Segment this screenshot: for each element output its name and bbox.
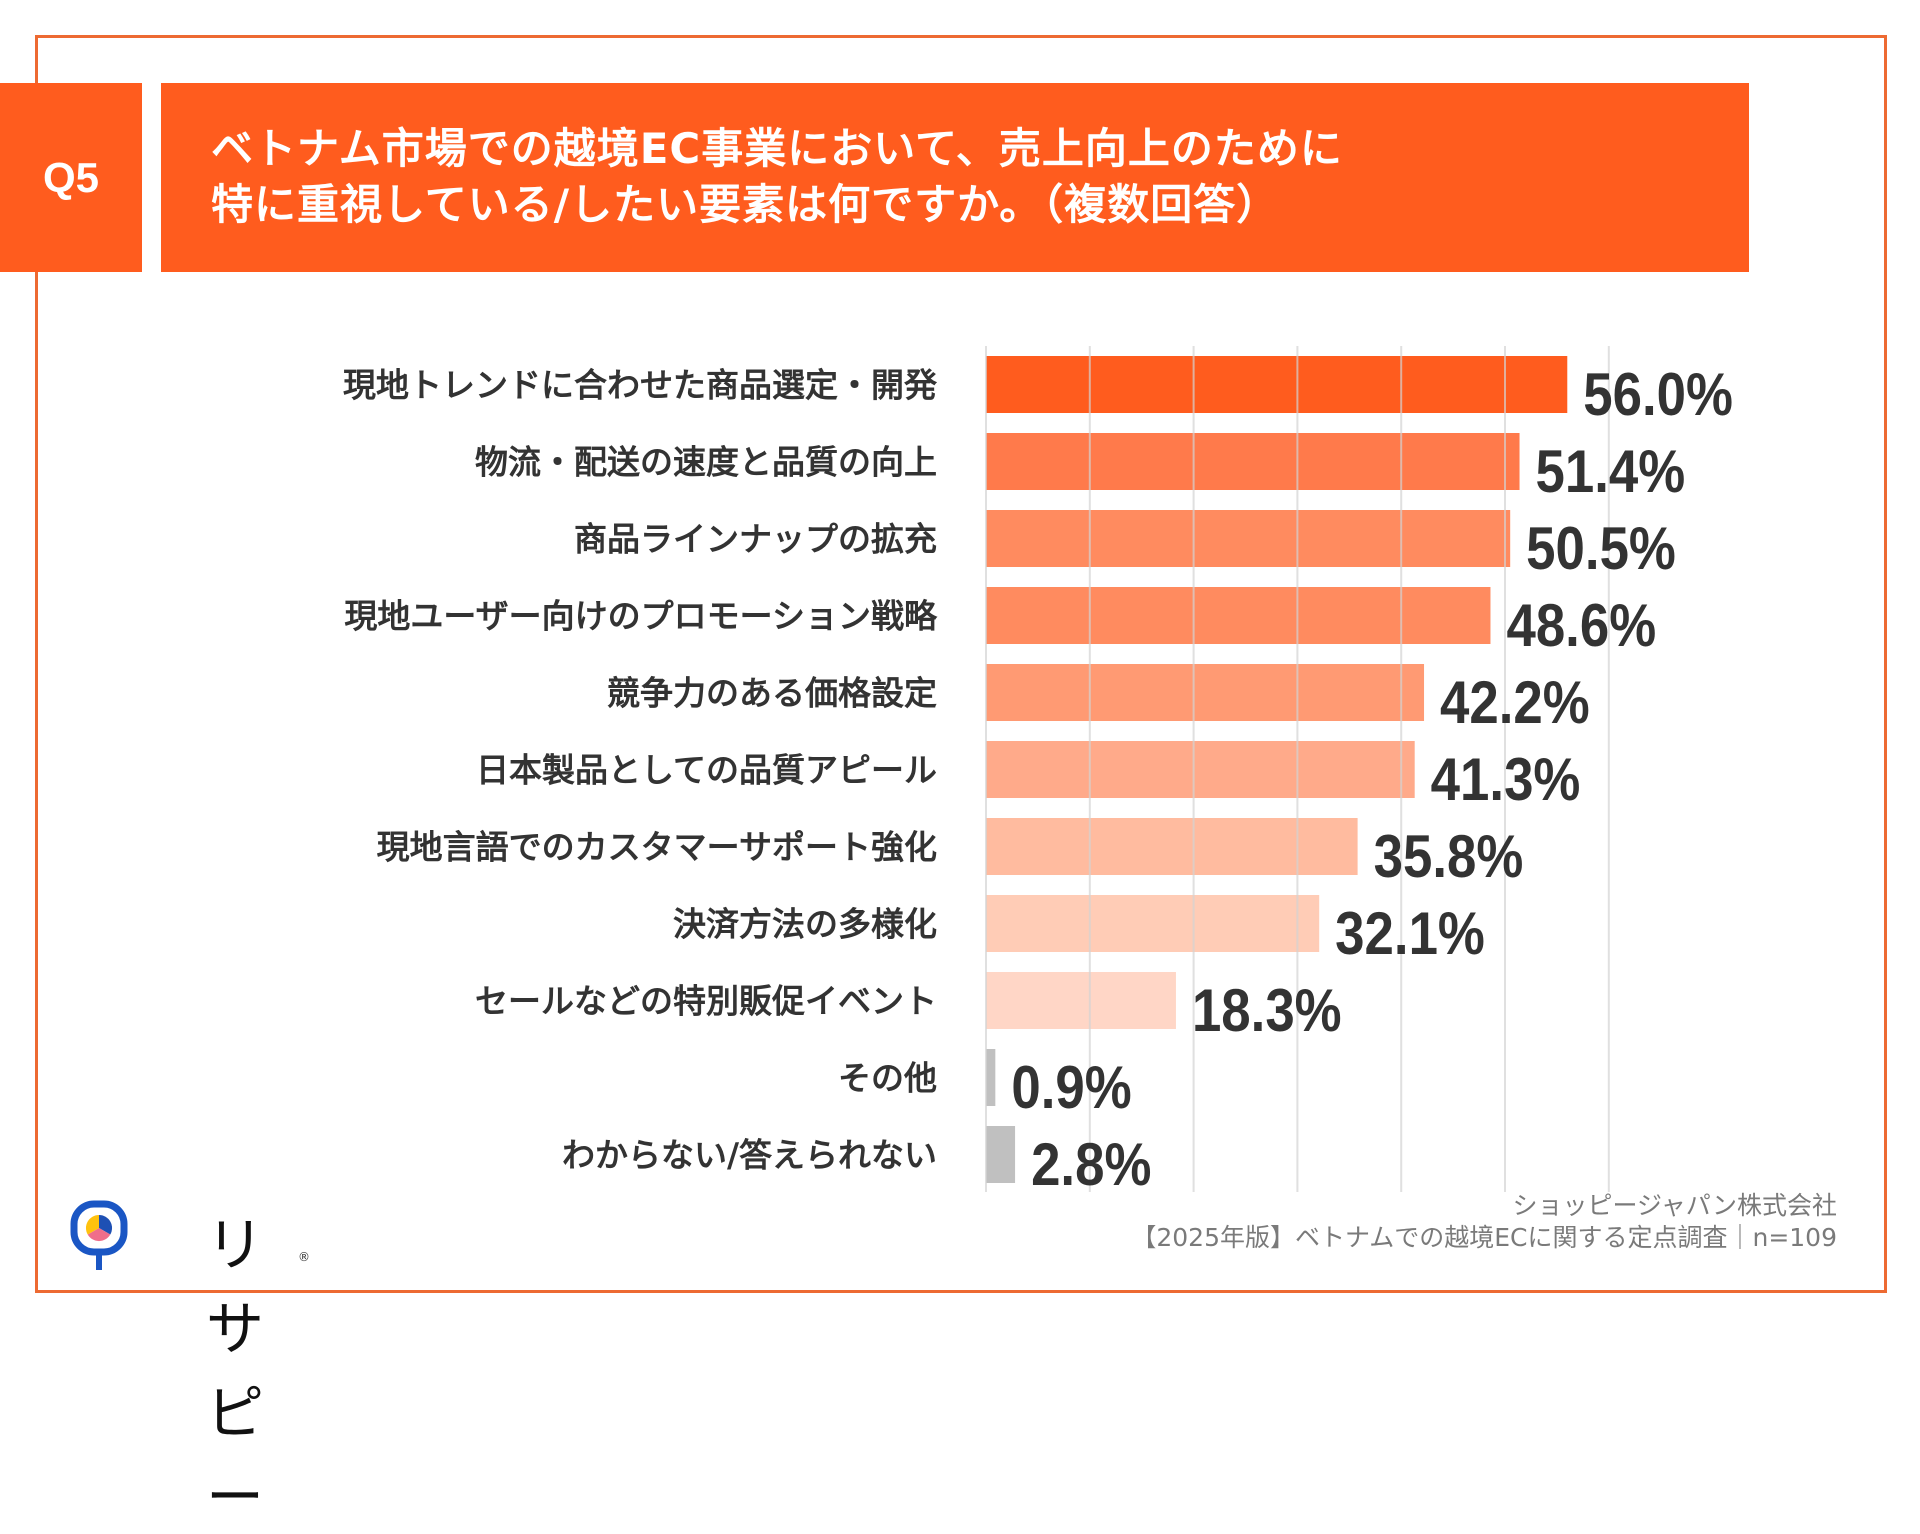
footer-company: ショッピージャパン株式会社 <box>1512 1191 1837 1220</box>
footer-survey: 【2025年版】ベトナムでの越境ECに関する定点調査｜n=109 <box>1131 1223 1837 1252</box>
value-label: 41.3% <box>1431 746 1581 813</box>
bar <box>986 433 1520 490</box>
magnifier-pie-icon <box>70 1200 128 1270</box>
question-badge: Q5 <box>0 83 142 272</box>
category-label: 現地トレンドに合わせた商品選定・開発 <box>343 366 938 405</box>
bars-group <box>986 356 1568 1183</box>
bar <box>986 972 1176 1029</box>
value-label: 50.5% <box>1526 515 1676 582</box>
category-label: 決済方法の多様化 <box>673 905 937 944</box>
category-label: 商品ラインナップの拡充 <box>574 520 937 559</box>
value-label: 0.9% <box>1011 1054 1131 1121</box>
bar <box>986 741 1415 798</box>
category-label: その他 <box>838 1059 937 1098</box>
registered-mark: ® <box>298 1250 310 1264</box>
category-label: 競争力のある価格設定 <box>607 674 937 713</box>
category-label: セールなどの特別販促イベント <box>475 982 937 1021</box>
value-label: 48.6% <box>1506 592 1656 659</box>
value-label: 56.0% <box>1583 361 1733 428</box>
value-label: 35.8% <box>1374 823 1524 890</box>
category-label: 物流・配送の速度と品質の向上 <box>475 443 937 482</box>
bar <box>986 1049 996 1106</box>
question-title-line-1: ベトナム市場での越境EC事業において、売上向上のために <box>211 124 1343 173</box>
category-label: 日本製品としての品質アピール <box>476 751 937 790</box>
bar <box>986 664 1425 721</box>
category-labels-group: 現地トレンドに合わせた商品選定・開発物流・配送の速度と品質の向上商品ラインナップ… <box>343 366 938 1175</box>
bar <box>986 587 1491 644</box>
value-label: 18.3% <box>1192 977 1342 1044</box>
brand-logo: リサピー ® <box>66 1196 310 1531</box>
bar <box>986 818 1358 875</box>
value-labels-group: 56.0% 51.4% 50.5% 48.6% 42.2% 41.3% 35.8% 32.1%… <box>1011 361 1733 1198</box>
bar-chart: 現地トレンドに合わせた商品選定・開発物流・配送の速度と品質の向上商品ラインナップ… <box>343 346 1733 1198</box>
value-label: 32.1% <box>1335 900 1485 967</box>
logo-wordmark: リサピー <box>206 1211 267 1531</box>
gridlines-group <box>985 346 1610 1192</box>
bar <box>986 510 1511 567</box>
source-footer: ショッピージャパン株式会社 【2025年版】ベトナムでの越境ECに関する定点調査… <box>1131 1190 1837 1254</box>
bar <box>986 356 1568 413</box>
category-label: 現地ユーザー向けのプロモーション戦略 <box>344 597 938 636</box>
value-label: 42.2% <box>1440 669 1590 736</box>
value-label: 2.8% <box>1031 1131 1151 1198</box>
question-title-box: ベトナム市場での越境EC事業において、売上向上のために 特に重視している/したい… <box>161 83 1749 272</box>
question-number: Q5 <box>42 153 100 201</box>
category-label: 現地言語でのカスタマーサポート強化 <box>377 828 937 867</box>
category-label: わからない/答えられない <box>562 1136 937 1175</box>
bar <box>986 1126 1016 1183</box>
question-title-line-2: 特に重視している/したい要素は何ですか。（複数回答） <box>211 180 1280 229</box>
value-label: 51.4% <box>1536 438 1686 505</box>
chart-frame <box>35 35 1887 1293</box>
bar <box>986 895 1320 952</box>
